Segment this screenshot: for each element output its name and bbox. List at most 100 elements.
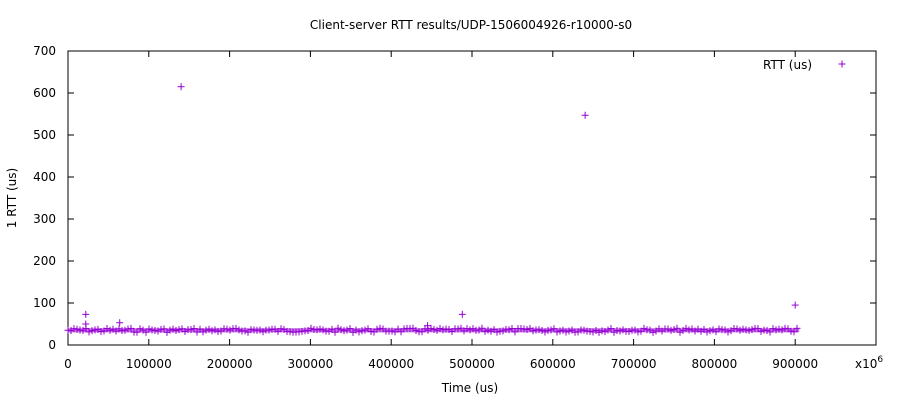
baseline-point (265, 326, 273, 334)
baseline-point (616, 327, 624, 335)
y-tick-label: 0 (48, 338, 56, 352)
baseline-point (640, 324, 648, 332)
baseline-point (175, 326, 183, 334)
baseline-point (436, 324, 444, 332)
baseline-point (73, 325, 81, 333)
baseline-point (649, 328, 657, 336)
baseline-point (346, 325, 354, 333)
baseline-point (148, 326, 156, 334)
baseline-point (142, 328, 150, 336)
baseline-point (475, 326, 483, 334)
baseline-point (235, 326, 243, 334)
rtt-point (424, 322, 432, 330)
baseline-point (343, 326, 351, 334)
rtt-point (116, 319, 124, 327)
baseline-point (172, 326, 180, 334)
baseline-point (439, 326, 447, 334)
baseline-point (277, 325, 285, 333)
baseline-point (340, 327, 348, 335)
baseline-point (499, 327, 507, 335)
baseline-point (79, 326, 87, 334)
baseline-point (67, 327, 75, 335)
baseline-point (103, 325, 111, 333)
x-tick-label: 400000 (368, 357, 414, 371)
baseline-point (580, 326, 588, 334)
baseline-point (589, 328, 597, 336)
legend-marker (838, 60, 846, 68)
baseline-point (607, 325, 615, 333)
baseline-point (484, 326, 492, 334)
baseline-point (241, 327, 249, 335)
baseline-point (586, 328, 594, 336)
rtt-point (82, 310, 90, 318)
baseline-point (328, 325, 336, 333)
x-tick-label: 700000 (611, 357, 657, 371)
x-tick-label: 800000 (691, 357, 737, 371)
rtt-point (177, 83, 185, 91)
baseline-point (352, 326, 360, 334)
baseline-point (388, 327, 396, 335)
y-tick-label: 600 (33, 86, 56, 100)
baseline-point (631, 326, 639, 334)
baseline-point (412, 326, 420, 334)
rtt-point (82, 320, 90, 328)
baseline-point (418, 328, 426, 336)
baseline-point (127, 324, 135, 332)
baseline-point (790, 328, 798, 336)
baseline-point (337, 326, 345, 334)
rtt-point (458, 310, 466, 318)
y-tick-label: 200 (33, 254, 56, 268)
baseline-point (787, 327, 795, 335)
baseline-point (124, 325, 132, 333)
rtt-point (791, 301, 799, 309)
baseline-point (259, 328, 267, 336)
baseline-point (553, 328, 561, 336)
baseline-point (757, 327, 765, 335)
baseline-point (478, 324, 486, 332)
baseline-point (433, 326, 441, 334)
baseline-point (205, 325, 213, 333)
x-axis-label: Time (us) (441, 381, 498, 395)
baseline-point (376, 324, 384, 332)
baseline-point (595, 328, 603, 336)
rtt-baseline-band (64, 324, 801, 336)
baseline-point (151, 327, 159, 335)
baseline-point (187, 326, 195, 334)
baseline-point (739, 325, 747, 333)
baseline-point (724, 328, 732, 336)
baseline-point (193, 328, 201, 336)
baseline-point (331, 328, 339, 336)
baseline-point (748, 326, 756, 334)
x-tick-label: 900000 (772, 357, 818, 371)
x-tick-label: 500000 (449, 357, 495, 371)
baseline-point (319, 326, 327, 334)
x-tick-label: 600000 (530, 357, 576, 371)
baseline-point (634, 328, 642, 336)
baseline-point (691, 327, 699, 335)
legend: RTT (us) (763, 58, 846, 72)
baseline-point (541, 328, 549, 336)
baseline-point (754, 324, 762, 332)
baseline-point (508, 325, 516, 333)
baseline-point (334, 324, 342, 332)
x-axis-multiplier: x106 (855, 355, 883, 371)
baseline-point (511, 328, 519, 336)
baseline-point (715, 325, 723, 333)
baseline-point (400, 325, 408, 333)
baseline-point (106, 326, 114, 334)
baseline-point (307, 324, 315, 332)
baseline-point (604, 326, 612, 334)
baseline-point (559, 326, 567, 334)
baseline-point (619, 326, 627, 334)
y-axis-ticks: 0 100 200 300 400 500 600 700 (33, 44, 876, 352)
baseline-point (685, 326, 693, 334)
baseline-point (670, 326, 678, 334)
baseline-point (208, 327, 216, 335)
baseline-point (316, 325, 324, 333)
baseline-point (529, 327, 537, 335)
rtt-points (82, 83, 799, 330)
y-tick-label: 700 (33, 44, 56, 58)
baseline-point (523, 325, 531, 333)
baseline-point (625, 327, 633, 335)
baseline-point (706, 327, 714, 335)
